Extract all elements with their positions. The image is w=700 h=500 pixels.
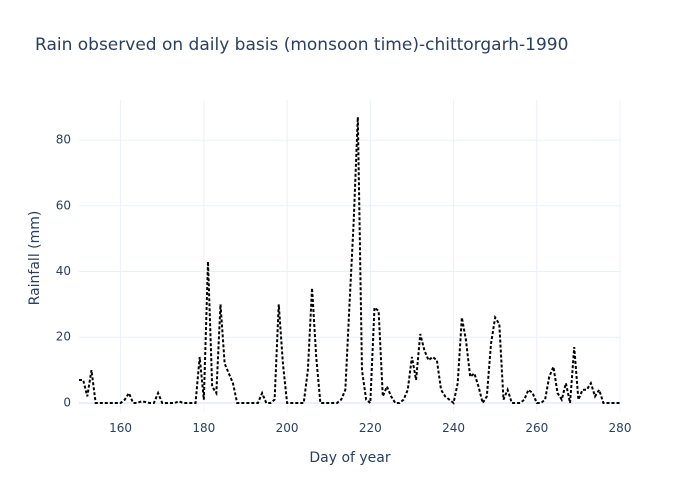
x-axis-title: Day of year: [309, 450, 391, 466]
y-tick-label: 0: [63, 395, 71, 409]
data-line: [79, 117, 620, 406]
y-tick-label: 40: [56, 264, 71, 278]
x-tick-label: 260: [525, 421, 548, 435]
x-tick-label: 200: [276, 421, 299, 435]
x-tick-label: 160: [109, 421, 132, 435]
y-axis-title: Rainfall (mm): [27, 211, 43, 306]
x-tick-label: 240: [442, 421, 465, 435]
chart-title: Rain observed on daily basis (monsoon ti…: [35, 35, 568, 55]
x-tick-label: 220: [359, 421, 382, 435]
y-tick-label: 60: [56, 198, 71, 212]
y-tick-label: 20: [56, 330, 71, 344]
y-tick-label: 80: [56, 133, 71, 147]
x-tick-label: 280: [609, 421, 632, 435]
x-tick-label: 180: [192, 421, 215, 435]
